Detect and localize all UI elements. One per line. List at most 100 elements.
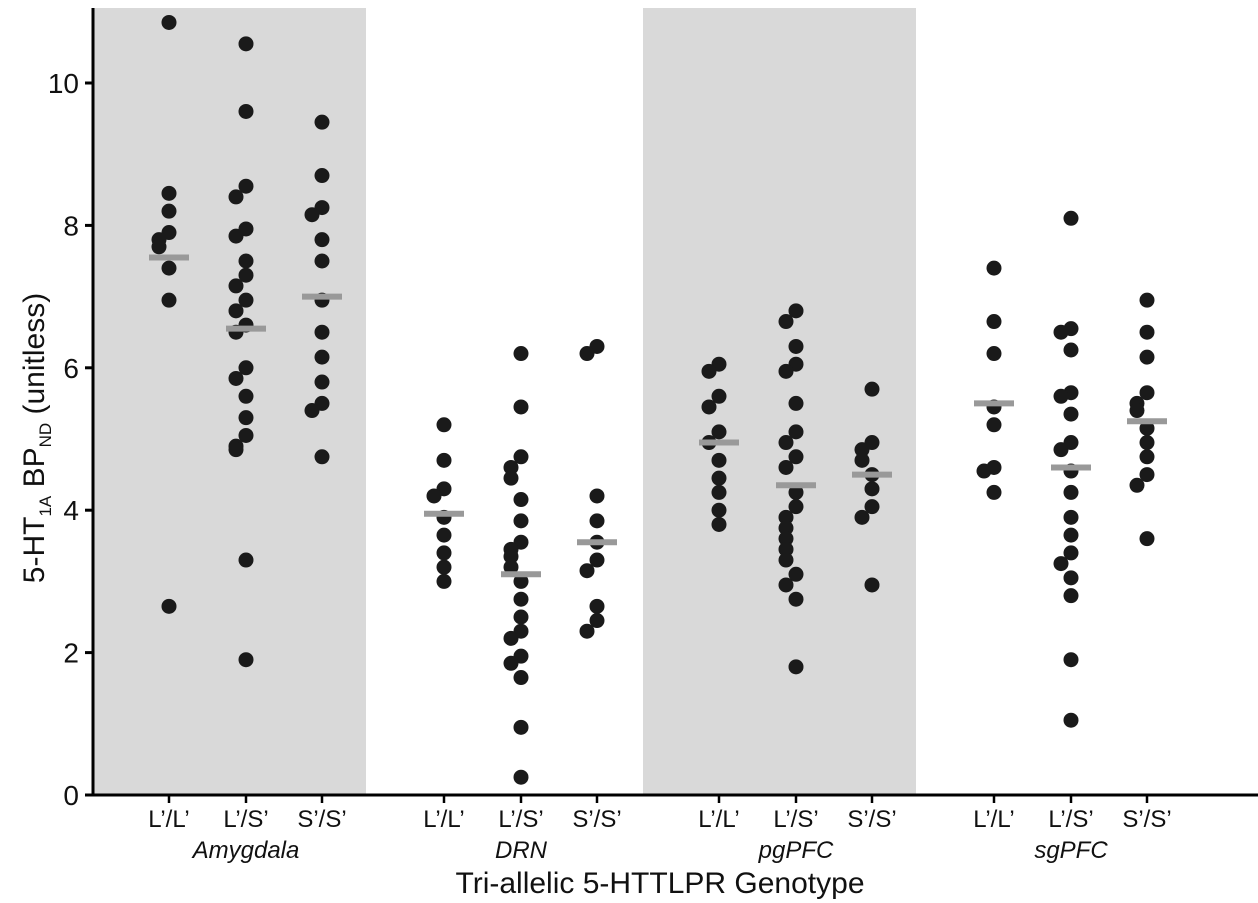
data-point-sgpfc-2-3 bbox=[1053, 324, 1069, 340]
data-point-amygdala-3-12 bbox=[304, 403, 320, 419]
y-tick-label-2: 2 bbox=[63, 638, 79, 669]
data-point-drn-2-10 bbox=[503, 548, 519, 564]
data-point-pgpfc-2-8 bbox=[778, 435, 794, 451]
data-point-pgpfc-1-5 bbox=[711, 424, 727, 440]
data-point-drn-3-7 bbox=[579, 563, 595, 579]
data-point-drn-3-8 bbox=[589, 598, 605, 614]
data-point-amygdala-2-7 bbox=[238, 253, 254, 269]
data-points bbox=[151, 14, 1155, 785]
data-point-amygdala-1-6 bbox=[151, 239, 167, 255]
data-point-drn-1-1 bbox=[436, 417, 452, 433]
data-point-amygdala-2-9 bbox=[228, 278, 244, 294]
region-label-pgpfc: pgPFC bbox=[758, 837, 834, 864]
data-point-amygdala-3-13 bbox=[314, 449, 330, 465]
data-point-drn-2-14 bbox=[513, 609, 529, 625]
region-label-drn: DRN bbox=[495, 837, 548, 864]
data-point-amygdala-2-11 bbox=[228, 303, 244, 319]
data-point-sgpfc-2-17 bbox=[1063, 588, 1079, 604]
data-point-pgpfc-2-15 bbox=[778, 531, 794, 547]
region-shade-pgpfc bbox=[643, 8, 916, 795]
data-point-pgpfc-3-4 bbox=[854, 452, 870, 468]
mean-markers bbox=[149, 254, 1167, 578]
data-point-sgpfc-2-14 bbox=[1063, 545, 1079, 561]
x-tick-label-drn-2: L’/S’ bbox=[498, 806, 543, 833]
data-point-amygdala-2-2 bbox=[238, 103, 254, 119]
data-point-pgpfc-1-8 bbox=[711, 470, 727, 486]
data-point-drn-1-4 bbox=[426, 488, 442, 504]
data-point-drn-3-10 bbox=[579, 623, 595, 639]
data-point-sgpfc-2-7 bbox=[1063, 406, 1079, 422]
x-tick-label-drn-3: S’/S’ bbox=[572, 806, 621, 833]
data-point-drn-2-6 bbox=[513, 492, 529, 508]
data-point-amygdala-1-8 bbox=[161, 292, 177, 308]
data-point-pgpfc-2-5 bbox=[778, 363, 794, 379]
data-point-pgpfc-3-1 bbox=[864, 381, 880, 397]
x-tick-label-amygdala-2: L’/S’ bbox=[223, 806, 268, 833]
data-point-drn-2-4 bbox=[503, 459, 519, 475]
data-point-drn-2-1 bbox=[513, 346, 529, 362]
data-point-sgpfc-1-2 bbox=[986, 314, 1002, 330]
data-point-pgpfc-2-3 bbox=[788, 338, 804, 354]
data-point-sgpfc-2-13 bbox=[1063, 527, 1079, 543]
y-axis-title-suffix: (unitless) bbox=[18, 293, 51, 423]
data-point-sgpfc-3-2 bbox=[1139, 324, 1155, 340]
data-point-sgpfc-1-8 bbox=[986, 484, 1002, 500]
data-point-drn-3-9 bbox=[589, 613, 605, 629]
data-point-amygdala-1-2 bbox=[161, 185, 177, 201]
data-point-amygdala-2-8 bbox=[238, 267, 254, 283]
data-point-pgpfc-2-11 bbox=[788, 484, 804, 500]
data-point-amygdala-2-16 bbox=[238, 388, 254, 404]
data-point-sgpfc-3-8 bbox=[1139, 435, 1155, 451]
x-axis-title: Tri-allelic 5-HTTLPR Genotype bbox=[456, 867, 865, 900]
x-tick-label-pgpfc-2: L’/S’ bbox=[773, 806, 818, 833]
data-point-amygdala-2-21 bbox=[238, 552, 254, 568]
data-point-amygdala-2-20 bbox=[228, 442, 244, 458]
y-tick-label-6: 6 bbox=[63, 353, 79, 384]
data-point-pgpfc-2-6 bbox=[788, 395, 804, 411]
x-tick-label-sgpfc-1: L’/L’ bbox=[973, 806, 1014, 833]
data-point-amygdala-2-4 bbox=[228, 189, 244, 205]
y-tick-label-10: 10 bbox=[48, 68, 79, 99]
data-point-amygdala-2-14 bbox=[238, 360, 254, 376]
data-point-drn-2-11 bbox=[503, 559, 519, 575]
y-axis-title-mid: BP bbox=[18, 447, 51, 495]
y-axis-title-sub1: 1A bbox=[36, 495, 55, 516]
data-point-pgpfc-2-21 bbox=[788, 659, 804, 675]
data-point-amygdala-2-18 bbox=[238, 427, 254, 443]
data-point-drn-1-7 bbox=[436, 545, 452, 561]
data-point-amygdala-2-6 bbox=[228, 228, 244, 244]
data-point-sgpfc-3-1 bbox=[1139, 292, 1155, 308]
data-point-amygdala-2-1 bbox=[238, 36, 254, 52]
data-point-sgpfc-3-12 bbox=[1139, 531, 1155, 547]
data-point-pgpfc-2-19 bbox=[778, 577, 794, 593]
data-point-pgpfc-2-9 bbox=[788, 449, 804, 465]
x-tick-label-amygdala-1: L’/L’ bbox=[148, 806, 189, 833]
data-point-sgpfc-2-9 bbox=[1053, 442, 1069, 458]
data-point-amygdala-1-7 bbox=[161, 260, 177, 276]
region-label-sgpfc: sgPFC bbox=[1034, 837, 1108, 864]
x-tick-label-sgpfc-3: S’/S’ bbox=[1122, 806, 1171, 833]
data-point-drn-1-2 bbox=[436, 452, 452, 468]
data-point-pgpfc-1-10 bbox=[711, 502, 727, 518]
data-point-sgpfc-3-11 bbox=[1129, 477, 1145, 493]
data-point-pgpfc-1-2 bbox=[701, 363, 717, 379]
data-point-sgpfc-2-11 bbox=[1063, 484, 1079, 500]
data-point-amygdala-1-3 bbox=[161, 203, 177, 219]
y-axis-title-sub2: ND bbox=[36, 423, 55, 448]
data-point-drn-2-21 bbox=[513, 769, 529, 785]
x-tick-label-pgpfc-1: L’/L’ bbox=[698, 806, 739, 833]
y-tick-label-4: 4 bbox=[63, 495, 79, 526]
data-point-pgpfc-2-7 bbox=[788, 424, 804, 440]
data-point-sgpfc-3-10 bbox=[1139, 467, 1155, 483]
data-point-amygdala-1-1 bbox=[161, 14, 177, 30]
data-point-amygdala-3-8 bbox=[314, 324, 330, 340]
data-point-pgpfc-2-10 bbox=[778, 459, 794, 475]
data-point-drn-2-5 bbox=[503, 470, 519, 486]
data-point-sgpfc-2-4 bbox=[1063, 342, 1079, 358]
data-point-drn-2-2 bbox=[513, 399, 529, 415]
data-point-amygdala-3-6 bbox=[314, 253, 330, 269]
data-point-pgpfc-1-3 bbox=[711, 388, 727, 404]
data-point-drn-2-20 bbox=[513, 719, 529, 735]
axes bbox=[85, 8, 1258, 803]
data-point-pgpfc-3-8 bbox=[854, 509, 870, 525]
